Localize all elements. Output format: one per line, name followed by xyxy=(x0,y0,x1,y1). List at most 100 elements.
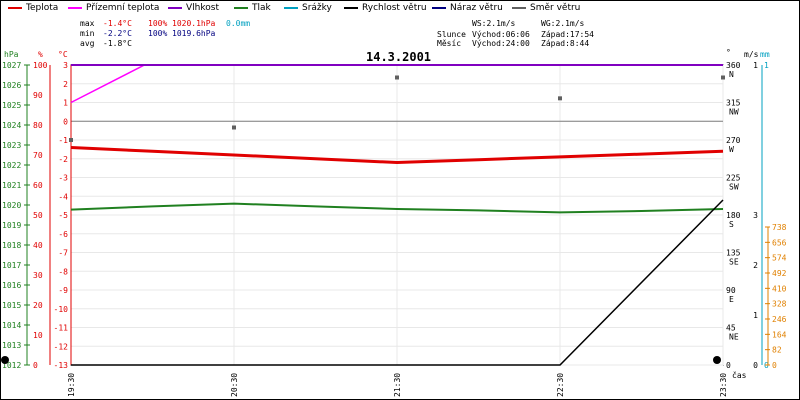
hpa-tick-label: 1021 xyxy=(2,181,21,190)
series-line-tlak xyxy=(70,202,724,214)
x-tick-label: 21:30 xyxy=(393,373,402,397)
temp-tick-label: 0 xyxy=(63,117,68,126)
pct-tick-label: 50 xyxy=(33,211,43,220)
hpa-tick-label: 1027 xyxy=(2,61,21,70)
temp-tick-label: -11 xyxy=(54,324,69,333)
stat-avg-label: avg xyxy=(80,39,95,48)
x-tick-label: 23:30 xyxy=(719,373,728,397)
pct-tick-label: 70 xyxy=(33,151,43,160)
sun-label: Slunce xyxy=(437,30,466,39)
wind-direction-point xyxy=(395,75,399,80)
dir-tick-label: 225 xyxy=(726,174,741,183)
temp-unit-label: °C xyxy=(58,50,68,59)
pct-tick-label: 90 xyxy=(33,91,43,100)
temp-tick-label: -13 xyxy=(54,361,69,370)
hpa-tick-label: 1016 xyxy=(2,281,21,290)
rate-tick-label: 492 xyxy=(772,269,787,278)
legend-label: Vlhkost xyxy=(186,3,219,13)
chart-title: 14.3.2001 xyxy=(366,50,432,64)
pct-tick-label: 30 xyxy=(33,271,43,280)
pct-tick-label: 60 xyxy=(33,181,43,190)
dir-tick-label: 135 xyxy=(726,249,741,258)
series-line-teplota xyxy=(70,146,724,165)
moon-label: Měsíc xyxy=(437,39,462,48)
start-marker xyxy=(1,356,9,364)
sun-set: Západ:17:54 xyxy=(541,30,594,39)
hpa-tick-label: 1024 xyxy=(2,121,21,130)
hpa-tick-label: 1013 xyxy=(2,341,21,350)
dir-tick-label: 90 xyxy=(726,286,736,295)
mm-unit-label: mm xyxy=(760,50,770,59)
legend-item-srazky: Srážky xyxy=(284,3,332,15)
temp-tick-label: 1 xyxy=(63,99,68,108)
temp-tick-label: 2 xyxy=(63,80,68,89)
hpa-tick-label: 1015 xyxy=(2,301,21,310)
temp-tick-label: -2 xyxy=(58,155,68,164)
moon-rise: Východ:24:00 xyxy=(472,39,530,48)
dir-tick-label: 315 xyxy=(726,99,741,108)
hpa-tick-label: 1019 xyxy=(2,221,21,230)
dir-compass-label: NW xyxy=(729,108,739,117)
legend-label: Směr větru xyxy=(530,3,581,13)
legend-label: Tlak xyxy=(252,3,271,13)
wind-direction-point xyxy=(558,96,562,101)
legend-item-prizemni-teplota: Přízemní teplota xyxy=(68,3,159,15)
dir-tick-label: 0 xyxy=(726,361,731,370)
wind-speed-text: WS:2.1m/s xyxy=(472,19,516,28)
hpa-tick-label: 1014 xyxy=(2,321,21,330)
legend-item-smer-vetru: Směr větru xyxy=(512,3,580,15)
x-tick-label: 22:30 xyxy=(556,373,565,397)
pct-unit-label: % xyxy=(38,50,43,59)
pct-tick-label: 0 xyxy=(33,361,38,370)
dir-tick-label: 360 xyxy=(726,61,741,70)
temp-tick-label: -8 xyxy=(58,267,68,276)
legend-label: Teplota xyxy=(26,3,59,13)
wind-direction-point xyxy=(721,75,725,80)
wind-direction-point xyxy=(69,138,73,142)
stat-min-temp: -2.2°C xyxy=(103,29,132,38)
temp-tick-label: -10 xyxy=(54,305,69,314)
hpa-tick-label: 1025 xyxy=(2,101,21,110)
dir-tick-label: 180 xyxy=(726,211,741,220)
ms-tick-label: 2 xyxy=(753,261,758,270)
legend-item-teplota: Teplota xyxy=(8,3,58,15)
ms-tick-label: 0 xyxy=(753,361,758,370)
dir-compass-label: SE xyxy=(729,258,739,267)
moon-set: Západ:8:44 xyxy=(541,39,590,48)
temp-tick-label: -6 xyxy=(58,230,68,239)
legend-label: Rychlost větru xyxy=(362,3,427,13)
legend-item-tlak: Tlak xyxy=(234,3,271,15)
hpa-tick-label: 1023 xyxy=(2,141,21,150)
dir-compass-label: W xyxy=(729,145,734,154)
dir-compass-label: SW xyxy=(729,183,739,192)
rate-tick-label: 164 xyxy=(772,330,787,339)
dir-compass-label: E xyxy=(729,295,734,304)
pct-tick-label: 80 xyxy=(33,121,43,130)
x-tick-label: 19:30 xyxy=(67,373,76,397)
temp-tick-label: -4 xyxy=(58,192,68,201)
ms-tick-label: 3 xyxy=(753,211,758,220)
dir-unit-label: ° xyxy=(726,48,731,57)
x-axis-title: čas xyxy=(732,370,747,380)
rate-tick-label: 656 xyxy=(772,238,787,247)
dir-compass-label: S xyxy=(729,220,734,229)
ms-unit-label: m/s xyxy=(744,50,759,59)
hpa-tick-label: 1018 xyxy=(2,241,21,250)
dir-tick-label: 45 xyxy=(726,324,736,333)
sun-rise: Východ:06:06 xyxy=(472,30,530,39)
legend-item-naraz-vetru: Náraz větru xyxy=(432,3,503,15)
rate-tick-label: 738 xyxy=(772,223,787,232)
stat-avg-temp: -1.8°C xyxy=(103,39,132,48)
stat-min-press: 1019.6hPa xyxy=(172,29,216,38)
dir-tick-label: 270 xyxy=(726,136,741,145)
ms-tick-label: 1 xyxy=(753,311,758,320)
stat-min-label: min xyxy=(80,29,95,38)
legend-label: Srážky xyxy=(302,3,332,13)
rate-tick-label: 328 xyxy=(772,300,787,309)
series-line-rychlost-větru xyxy=(71,199,724,366)
wind-gust-text: WG:2.1m/s xyxy=(541,19,585,28)
x-tick-label: 20:30 xyxy=(230,373,239,397)
wind-direction-point xyxy=(232,125,236,130)
temp-tick-label: -3 xyxy=(58,174,68,183)
